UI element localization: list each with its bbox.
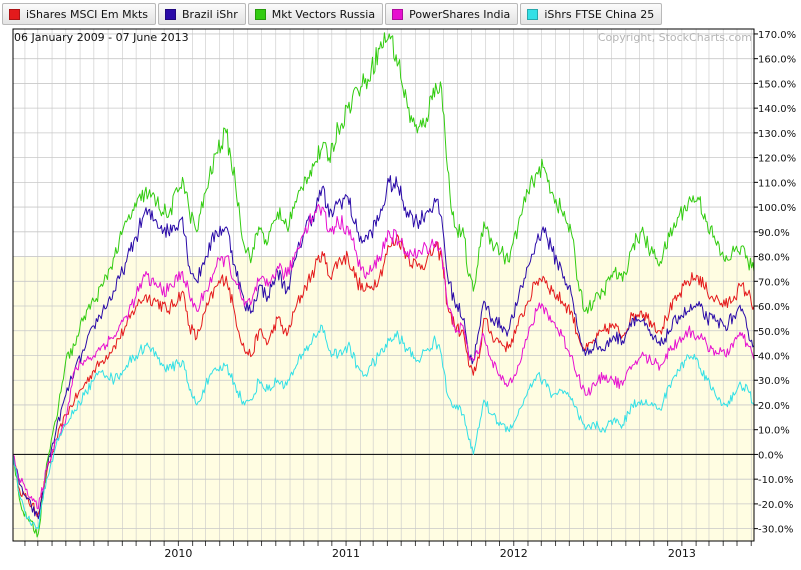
legend-item[interactable]: iShares MSCI Em Mkts	[2, 3, 156, 25]
plot-shade	[13, 256, 754, 541]
copyright-label: Copyright, StockCharts.com	[598, 31, 752, 44]
legend-swatch	[9, 8, 20, 20]
y-tick-label: 110.0%	[758, 178, 796, 189]
series-line	[12, 324, 755, 530]
y-tick-label: 20.0%	[758, 401, 790, 412]
y-tick-label: 60.0%	[758, 302, 790, 313]
y-tick-label: 100.0%	[758, 203, 796, 214]
legend-swatch	[254, 8, 266, 20]
y-tick-label: 170.0%	[758, 30, 796, 41]
y-tick-label: 150.0%	[758, 79, 796, 90]
y-tick-label: 30.0%	[758, 376, 790, 387]
legend-swatch	[392, 8, 404, 20]
legend-item[interactable]: Mkt Vectors Russia	[247, 3, 384, 25]
legend-item[interactable]: PowerShares India	[385, 3, 519, 25]
y-tick-label: 160.0%	[758, 55, 796, 66]
y-tick-label: -10.0%	[758, 475, 793, 486]
x-tick-label: 2013	[668, 547, 696, 560]
x-tick-label: 2012	[500, 547, 528, 560]
y-tick-label: -20.0%	[758, 500, 793, 511]
y-tick-label: 140.0%	[758, 104, 796, 115]
y-tick-label: 40.0%	[758, 351, 790, 362]
y-tick-label: -30.0%	[758, 525, 793, 536]
series-line	[12, 32, 755, 538]
y-tick-label: 50.0%	[758, 327, 790, 338]
y-tick-label: 80.0%	[758, 253, 790, 264]
y-tick-label: 10.0%	[758, 426, 790, 437]
legend-label: iShrs FTSE China 25	[544, 7, 655, 21]
legend-label: PowerShares India	[409, 7, 511, 21]
y-tick-label: 0.0%	[758, 450, 783, 461]
y-tick-label: 70.0%	[758, 277, 790, 288]
legend: iShares MSCI Em Mkts Brazil iShr Mkt Vecto…	[2, 3, 663, 25]
series-line	[12, 203, 755, 510]
legend-item[interactable]: iShrs FTSE China 25	[520, 3, 663, 25]
y-tick-label: 120.0%	[758, 154, 796, 165]
x-tick-label: 2010	[164, 547, 192, 560]
y-tick-label: 90.0%	[758, 228, 790, 239]
series-line	[12, 175, 755, 520]
legend-swatch	[165, 8, 176, 20]
legend-swatch	[527, 8, 539, 20]
legend-label: Mkt Vectors Russia	[271, 7, 376, 21]
legend-item[interactable]: Brazil iShr	[158, 3, 246, 25]
y-tick-label: 130.0%	[758, 129, 796, 140]
series-line	[12, 234, 755, 518]
date-range-label: 06 January 2009 - 07 June 2013	[14, 31, 189, 44]
plot-frame	[12, 28, 755, 542]
legend-label: Brazil iShr	[182, 7, 238, 21]
x-tick-label: 2011	[332, 547, 360, 560]
legend-label: iShares MSCI Em Mkts	[26, 7, 148, 21]
